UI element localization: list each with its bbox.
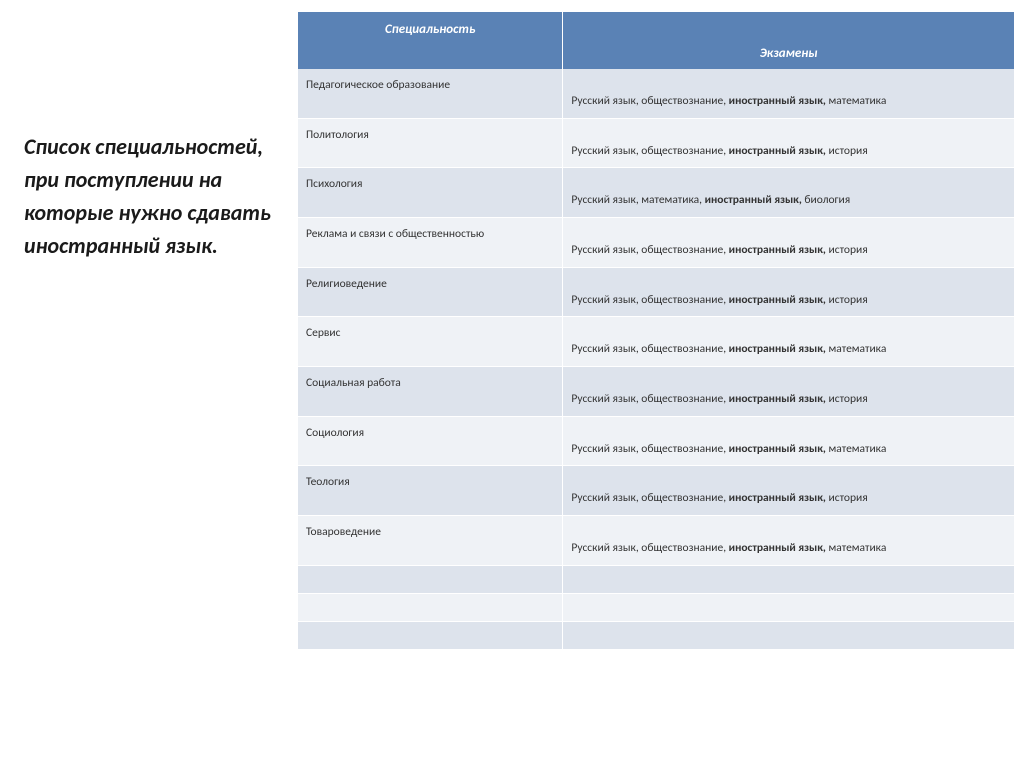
- table-header-row: Специальность Экзамены: [298, 12, 1014, 69]
- specialty-cell: Политология: [298, 118, 563, 168]
- specialty-cell: Теология: [298, 466, 563, 516]
- specialty-cell: Товароведение: [298, 516, 563, 566]
- table-row: Реклама и связи с общественностьюРусский…: [298, 218, 1014, 268]
- foreign-language-emphasis: иностранный язык,: [729, 293, 826, 307]
- exams-cell: Русский язык, обществознание, иностранны…: [563, 267, 1014, 317]
- table-row: ПсихологияРусский язык, математика, инос…: [298, 168, 1014, 218]
- specialty-cell: Педагогическое образование: [298, 69, 563, 118]
- foreign-language-emphasis: иностранный язык,: [729, 243, 826, 257]
- empty-cell: [563, 593, 1014, 621]
- exams-cell: Русский язык, обществознание, иностранны…: [563, 317, 1014, 367]
- table-row: Социальная работаРусский язык, обществоз…: [298, 367, 1014, 417]
- table-row-empty: [298, 565, 1014, 593]
- exams-cell: Русский язык, обществознание, иностранны…: [563, 516, 1014, 566]
- foreign-language-emphasis: иностранный язык,: [729, 144, 826, 158]
- empty-cell: [563, 565, 1014, 593]
- specialty-cell: Реклама и связи с общественностью: [298, 218, 563, 268]
- table-row: СервисРусский язык, обществознание, инос…: [298, 317, 1014, 367]
- exams-cell: Русский язык, обществознание, иностранны…: [563, 218, 1014, 268]
- foreign-language-emphasis: иностранный язык,: [729, 392, 826, 406]
- table-row-empty: [298, 621, 1014, 649]
- foreign-language-emphasis: иностранный язык,: [705, 193, 802, 207]
- empty-cell: [563, 621, 1014, 649]
- exams-cell: Русский язык, обществознание, иностранны…: [563, 466, 1014, 516]
- table-row: ТовароведениеРусский язык, обществознани…: [298, 516, 1014, 566]
- empty-cell: [298, 565, 563, 593]
- table-body: Педагогическое образованиеРусский язык, …: [298, 69, 1014, 649]
- specialty-cell: Сервис: [298, 317, 563, 367]
- exams-cell: Русский язык, обществознание, иностранны…: [563, 367, 1014, 417]
- exams-cell: Русский язык, математика, иностранный яз…: [563, 168, 1014, 218]
- foreign-language-emphasis: иностранный язык,: [729, 94, 826, 108]
- table-container: Специальность Экзамены Педагогическое об…: [298, 0, 1024, 768]
- specialty-cell: Религиоведение: [298, 267, 563, 317]
- col-header-exams: Экзамены: [563, 12, 1014, 69]
- exams-cell: Русский язык, обществознание, иностранны…: [563, 69, 1014, 118]
- table-row: Педагогическое образованиеРусский язык, …: [298, 69, 1014, 118]
- foreign-language-emphasis: иностранный язык,: [729, 541, 826, 555]
- table-row: СоциологияРусский язык, обществознание, …: [298, 416, 1014, 466]
- foreign-language-emphasis: иностранный язык,: [729, 491, 826, 505]
- specialty-cell: Социология: [298, 416, 563, 466]
- empty-cell: [298, 621, 563, 649]
- sidebar: Список специальностей, при поступлении н…: [0, 0, 298, 768]
- foreign-language-emphasis: иностранный язык,: [729, 342, 826, 356]
- specialties-table: Специальность Экзамены Педагогическое об…: [298, 12, 1014, 650]
- specialty-cell: Психология: [298, 168, 563, 218]
- table-row: РелигиоведениеРусский язык, обществознан…: [298, 267, 1014, 317]
- page-title: Список специальностей, при поступлении н…: [24, 130, 274, 262]
- empty-cell: [298, 593, 563, 621]
- exams-cell: Русский язык, обществознание, иностранны…: [563, 416, 1014, 466]
- col-header-specialty: Специальность: [298, 12, 563, 69]
- foreign-language-emphasis: иностранный язык,: [729, 442, 826, 456]
- specialty-cell: Социальная работа: [298, 367, 563, 417]
- table-row: ПолитологияРусский язык, обществознание,…: [298, 118, 1014, 168]
- table-row-empty: [298, 593, 1014, 621]
- exams-cell: Русский язык, обществознание, иностранны…: [563, 118, 1014, 168]
- table-row: ТеологияРусский язык, обществознание, ин…: [298, 466, 1014, 516]
